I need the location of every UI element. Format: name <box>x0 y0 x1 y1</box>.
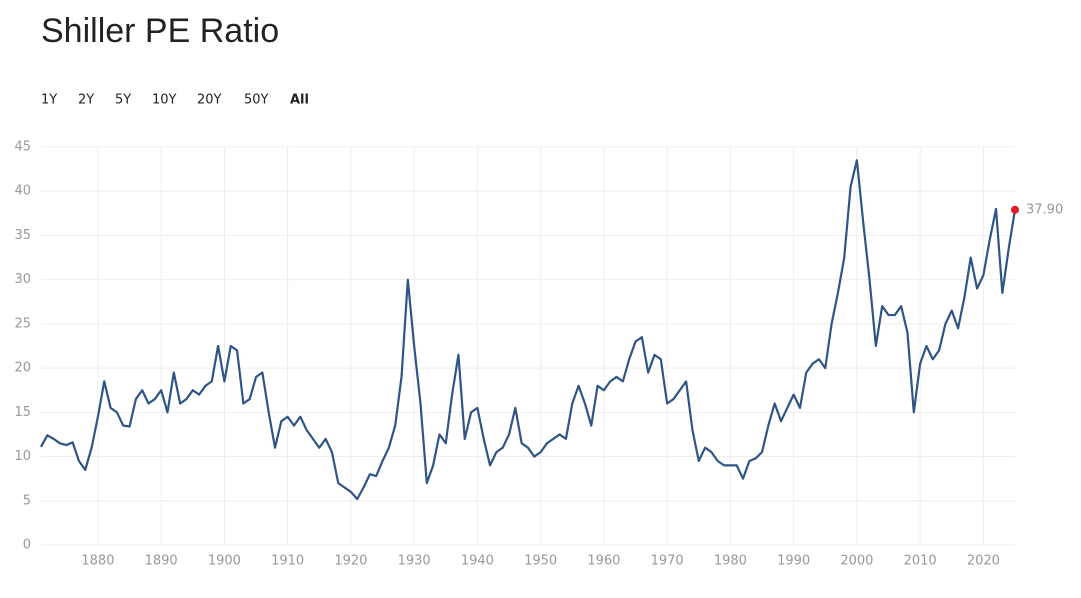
range-button[interactable]: 5Y <box>115 93 131 108</box>
chart-title: Shiller PE Ratio <box>41 12 279 50</box>
x-tick-label: 1890 <box>145 554 178 569</box>
x-tick-label: 1980 <box>714 554 747 569</box>
y-tick-label: 25 <box>14 316 31 331</box>
series-line <box>40 159 1017 501</box>
range-button[interactable]: 10Y <box>152 93 177 108</box>
y-tick-label: 45 <box>14 140 31 155</box>
x-tick-label: 1960 <box>587 554 620 569</box>
x-tick-label: 1990 <box>777 554 810 569</box>
y-tick-label: 30 <box>14 272 31 287</box>
x-tick-label: 1910 <box>271 554 304 569</box>
end-marker <box>1011 205 1019 214</box>
x-tick-label: 1880 <box>81 554 114 569</box>
y-tick-label: 0 <box>23 538 31 553</box>
x-tick-label: 1940 <box>461 554 494 569</box>
y-tick-label: 40 <box>14 184 31 199</box>
y-tick-label: 15 <box>14 405 31 420</box>
y-tick-label: 35 <box>14 228 31 243</box>
x-tick-label: 2010 <box>904 554 937 569</box>
y-tick-label: 10 <box>14 449 31 464</box>
x-tick-label: 1920 <box>334 554 367 569</box>
range-button[interactable]: 2Y <box>78 93 94 108</box>
range-button[interactable]: 1Y <box>41 93 57 108</box>
y-tick-label: 5 <box>23 493 31 508</box>
x-tick-label: 1950 <box>524 554 557 569</box>
range-button[interactable]: All <box>290 93 309 108</box>
end-label: 37.90 <box>1026 202 1063 217</box>
x-tick-label: 2000 <box>840 554 873 569</box>
range-button[interactable]: 20Y <box>197 93 222 108</box>
x-tick-label: 2020 <box>967 554 1000 569</box>
y-tick-label: 20 <box>14 361 31 376</box>
x-tick-label: 1900 <box>208 554 241 569</box>
x-tick-label: 1970 <box>651 554 684 569</box>
range-button[interactable]: 50Y <box>244 93 269 108</box>
x-tick-label: 1930 <box>398 554 431 569</box>
